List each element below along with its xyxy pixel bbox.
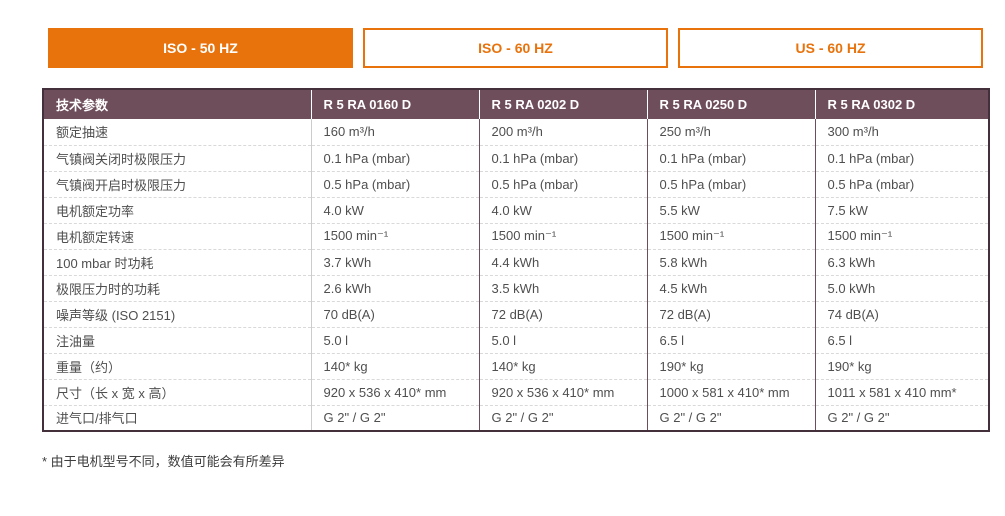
- table-row: 进气口/排气口 G 2" / G 2" G 2" / G 2" G 2" / G…: [43, 404, 989, 431]
- spec-value-cell: 0.5 hPa (mbar): [478, 170, 647, 197]
- spec-value-cell: 7.5 kW: [814, 196, 989, 223]
- table-row: 电机额定转速 1500 min⁻¹ 1500 min⁻¹ 1500 min⁻¹ …: [43, 222, 989, 249]
- spec-label-cell: 进气口/排气口: [43, 404, 311, 431]
- column-header: R 5 RA 0160 D: [310, 89, 479, 119]
- spec-value-cell: 920 x 536 x 410* mm: [310, 378, 479, 405]
- spec-value-cell: 6.3 kWh: [814, 248, 989, 275]
- frequency-tabs: ISO - 50 HZ ISO - 60 HZ US - 60 HZ: [48, 28, 983, 68]
- spec-label-cell: 噪声等级 (ISO 2151): [43, 300, 311, 327]
- tab-iso-60-hz[interactable]: ISO - 60 HZ: [363, 28, 668, 68]
- spec-value-cell: 5.8 kWh: [646, 248, 815, 275]
- spec-label-cell: 气镇阀关闭时极限压力: [43, 144, 311, 171]
- spec-value-cell: 140* kg: [310, 352, 479, 379]
- spec-value-cell: 4.5 kWh: [646, 274, 815, 301]
- spec-value-cell: 1500 min⁻¹: [310, 222, 479, 249]
- spec-table: 技术参数 R 5 RA 0160 D R 5 RA 0202 D R 5 RA …: [42, 88, 990, 432]
- spec-label-cell: 极限压力时的功耗: [43, 274, 311, 301]
- spec-value-cell: 5.0 l: [310, 326, 479, 353]
- spec-value-cell: 3.7 kWh: [310, 248, 479, 275]
- spec-value-cell: 0.5 hPa (mbar): [310, 170, 479, 197]
- spec-value-cell: 72 dB(A): [646, 300, 815, 327]
- table-row: 极限压力时的功耗 2.6 kWh 3.5 kWh 4.5 kWh 5.0 kWh: [43, 274, 989, 301]
- spec-value-cell: 1011 x 581 x 410 mm*: [814, 378, 989, 405]
- tab-label: ISO - 60 HZ: [478, 40, 553, 56]
- spec-label-cell: 额定抽速: [43, 119, 311, 145]
- table-row: 电机额定功率 4.0 kW 4.0 kW 5.5 kW 7.5 kW: [43, 196, 989, 223]
- tab-iso-50-hz[interactable]: ISO - 50 HZ: [48, 28, 353, 68]
- table-row: 噪声等级 (ISO 2151) 70 dB(A) 72 dB(A) 72 dB(…: [43, 300, 989, 327]
- spec-label-cell: 气镇阀开启时极限压力: [43, 170, 311, 197]
- table-row: 气镇阀关闭时极限压力 0.1 hPa (mbar) 0.1 hPa (mbar)…: [43, 144, 989, 171]
- table-row: 额定抽速 160 m³/h 200 m³/h 250 m³/h 300 m³/h: [43, 119, 989, 145]
- spec-value-cell: 250 m³/h: [646, 119, 815, 145]
- spec-value-cell: 920 x 536 x 410* mm: [478, 378, 647, 405]
- spec-label-cell: 电机额定转速: [43, 222, 311, 249]
- spec-value-cell: 3.5 kWh: [478, 274, 647, 301]
- spec-value-cell: 190* kg: [814, 352, 989, 379]
- spec-value-cell: 4.4 kWh: [478, 248, 647, 275]
- spec-value-cell: 300 m³/h: [814, 119, 989, 145]
- footnote: * 由于电机型号不同，数值可能会有所差异: [42, 454, 285, 469]
- spec-value-cell: 1000 x 581 x 410* mm: [646, 378, 815, 405]
- spec-value-cell: G 2" / G 2": [646, 404, 815, 431]
- spec-value-cell: 6.5 l: [814, 326, 989, 353]
- spec-label-cell: 注油量: [43, 326, 311, 353]
- column-header: R 5 RA 0302 D: [814, 89, 989, 119]
- column-header: R 5 RA 0202 D: [478, 89, 647, 119]
- spec-value-cell: G 2" / G 2": [310, 404, 479, 431]
- spec-value-cell: 1500 min⁻¹: [814, 222, 989, 249]
- spec-value-cell: G 2" / G 2": [814, 404, 989, 431]
- spec-value-cell: 1500 min⁻¹: [646, 222, 815, 249]
- spec-value-cell: 2.6 kWh: [310, 274, 479, 301]
- spec-value-cell: 0.1 hPa (mbar): [814, 144, 989, 171]
- table-row: 100 mbar 时功耗 3.7 kWh 4.4 kWh 5.8 kWh 6.3…: [43, 248, 989, 275]
- table-row: 重量（约） 140* kg 140* kg 190* kg 190* kg: [43, 352, 989, 379]
- spec-label-cell: 尺寸（长 x 宽 x 高）: [43, 378, 311, 405]
- column-header: R 5 RA 0250 D: [646, 89, 815, 119]
- spec-value-cell: 160 m³/h: [310, 119, 479, 145]
- spec-value-cell: 200 m³/h: [478, 119, 647, 145]
- spec-value-cell: 190* kg: [646, 352, 815, 379]
- spec-value-cell: 5.0 l: [478, 326, 647, 353]
- spec-value-cell: 74 dB(A): [814, 300, 989, 327]
- spec-value-cell: 0.1 hPa (mbar): [478, 144, 647, 171]
- spec-value-cell: 1500 min⁻¹: [478, 222, 647, 249]
- spec-value-cell: G 2" / G 2": [478, 404, 647, 431]
- spec-value-cell: 6.5 l: [646, 326, 815, 353]
- spec-label-cell: 电机额定功率: [43, 196, 311, 223]
- spec-value-cell: 0.1 hPa (mbar): [646, 144, 815, 171]
- spec-value-cell: 0.5 hPa (mbar): [646, 170, 815, 197]
- tab-label: US - 60 HZ: [795, 40, 866, 56]
- tab-label: ISO - 50 HZ: [163, 40, 238, 56]
- spec-value-cell: 5.5 kW: [646, 196, 815, 223]
- spec-label-cell: 100 mbar 时功耗: [43, 248, 311, 275]
- table-header-row: 技术参数 R 5 RA 0160 D R 5 RA 0202 D R 5 RA …: [43, 89, 989, 119]
- spec-value-cell: 140* kg: [478, 352, 647, 379]
- spec-value-cell: 72 dB(A): [478, 300, 647, 327]
- spec-value-cell: 5.0 kWh: [814, 274, 989, 301]
- spec-label-cell: 重量（约）: [43, 352, 311, 379]
- spec-value-cell: 0.5 hPa (mbar): [814, 170, 989, 197]
- table-row: 气镇阀开启时极限压力 0.5 hPa (mbar) 0.5 hPa (mbar)…: [43, 170, 989, 197]
- spec-value-cell: 0.1 hPa (mbar): [310, 144, 479, 171]
- spec-value-cell: 4.0 kW: [310, 196, 479, 223]
- column-header: 技术参数: [43, 89, 311, 119]
- spec-value-cell: 70 dB(A): [310, 300, 479, 327]
- table-row: 尺寸（长 x 宽 x 高） 920 x 536 x 410* mm 920 x …: [43, 378, 989, 405]
- table-row: 注油量 5.0 l 5.0 l 6.5 l 6.5 l: [43, 326, 989, 353]
- spec-value-cell: 4.0 kW: [478, 196, 647, 223]
- tab-us-60-hz[interactable]: US - 60 HZ: [678, 28, 983, 68]
